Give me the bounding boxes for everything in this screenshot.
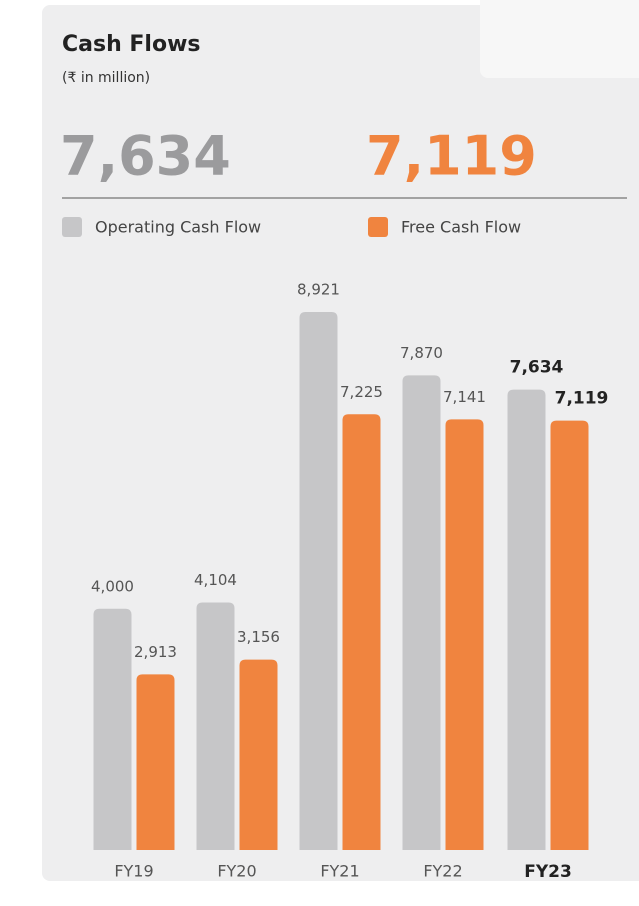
value-label: 2,913 (134, 643, 177, 661)
legend-swatch (368, 217, 388, 237)
value-label: 8,921 (297, 281, 340, 299)
corner-panel (480, 0, 639, 78)
bar (507, 389, 546, 850)
x-tick-label: FY19 (114, 862, 153, 881)
bar (239, 659, 278, 850)
chart-title: Cash Flows (62, 32, 201, 57)
value-label: 7,225 (340, 383, 383, 401)
headline-free: 7,119 (366, 125, 537, 188)
card (42, 5, 639, 881)
chart-subtitle: (₹ in million) (62, 70, 150, 86)
bar (550, 420, 589, 850)
legend-label: Operating Cash Flow (95, 218, 261, 237)
value-label: 7,870 (400, 344, 443, 362)
bar (196, 602, 235, 850)
x-tick-label: FY20 (217, 862, 256, 881)
bar (402, 375, 441, 850)
x-tick-label: FY22 (423, 862, 462, 881)
bar (93, 608, 132, 850)
bar (299, 312, 338, 850)
x-tick-label: FY23 (524, 862, 572, 882)
value-label: 7,119 (555, 389, 609, 409)
legend-swatch (62, 217, 82, 237)
value-label: 7,141 (443, 388, 486, 406)
bar (136, 674, 175, 850)
value-label: 3,156 (237, 628, 280, 646)
value-label: 7,634 (510, 358, 564, 378)
value-label: 4,104 (194, 571, 237, 589)
headline-operating: 7,634 (60, 125, 231, 188)
bar (445, 419, 484, 850)
value-label: 4,000 (91, 577, 134, 595)
bar (342, 414, 381, 850)
legend-label: Free Cash Flow (401, 218, 521, 237)
x-tick-label: FY21 (320, 862, 359, 881)
